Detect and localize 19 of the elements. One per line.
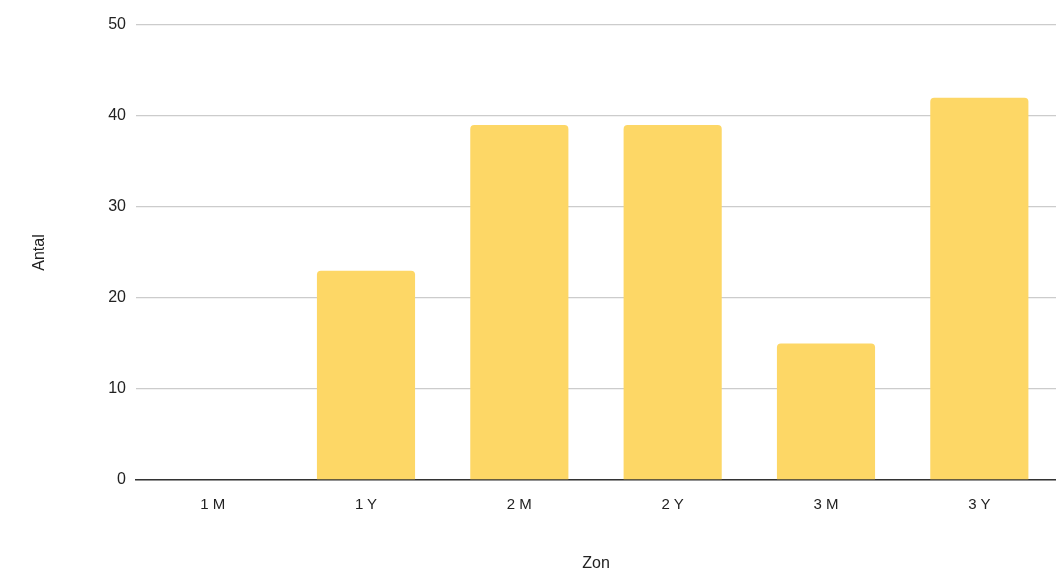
y-tick-label: 50 xyxy=(108,15,127,33)
bar xyxy=(623,125,722,480)
x-tick-label: 1 M xyxy=(200,495,226,513)
bar xyxy=(316,270,416,480)
y-tick-label: 0 xyxy=(117,470,127,488)
x-axis-title: Zon xyxy=(582,553,610,571)
x-tick-label: 2 M xyxy=(506,495,532,513)
x-tick-label: 1 Y xyxy=(354,495,378,513)
bar xyxy=(930,97,1029,480)
x-tick-label: 3 Y xyxy=(968,495,991,513)
x-tick-label: 2 Y xyxy=(661,495,684,513)
bar xyxy=(470,125,569,480)
y-tick-label: 30 xyxy=(108,197,127,215)
bar xyxy=(776,343,876,480)
y-tick-label: 40 xyxy=(108,106,127,124)
y-tick-label: 10 xyxy=(108,379,127,397)
y-tick-label: 20 xyxy=(108,288,127,306)
y-axis-title: Antal xyxy=(30,234,48,271)
x-tick-label: 3 M xyxy=(813,495,839,513)
